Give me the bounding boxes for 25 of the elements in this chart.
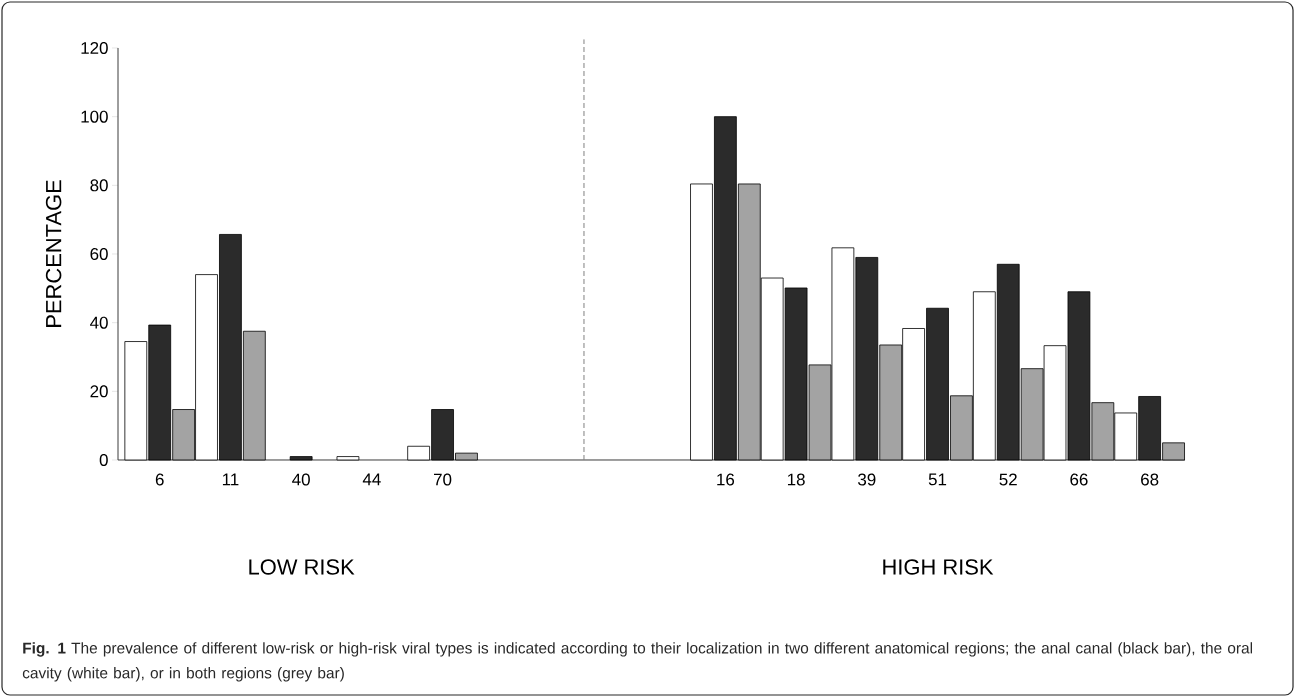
text: Fig. 1 The prevalence of different low-risk or high-risk viral types is indicated according to their localization in two different anatomical regions; the anal canal (black bar), the oral cavity (white bar), or in both regions (grey bar) xyxy=(22,642,1253,682)
x-tick-label: 66 xyxy=(1070,473,1088,486)
y-tick-label: 60 xyxy=(90,248,108,260)
text: LOW RISK xyxy=(249,559,355,575)
bar xyxy=(289,456,313,461)
x-tick-label: 68 xyxy=(1141,473,1159,486)
x-tick-label: 39 xyxy=(858,473,876,486)
x-tick-label: 16 xyxy=(717,473,735,486)
x-tick-label: 6 xyxy=(155,473,164,486)
y-tick-label: 20 xyxy=(90,385,108,398)
y-tick-label: 80 xyxy=(90,179,108,192)
x-tick-label: 51 xyxy=(928,473,947,486)
x-tick-label: 18 xyxy=(787,473,805,486)
x-tick-label: 52 xyxy=(999,473,1017,486)
x-tick-label: 44 xyxy=(362,473,381,486)
x-tick-label: 11 xyxy=(222,473,239,486)
y-axis-title: PERCENTAGE xyxy=(45,180,62,327)
y-tick-label: 40 xyxy=(90,316,108,329)
y-tick-label: 100 xyxy=(81,110,108,123)
x-tick-label: 40 xyxy=(292,473,310,486)
y-tick-label: 0 xyxy=(99,454,108,466)
x-tick-label: 70 xyxy=(434,473,452,486)
y-tick-label: 120 xyxy=(81,42,108,54)
bar xyxy=(336,456,360,461)
text: HIGH RISK xyxy=(883,559,994,575)
